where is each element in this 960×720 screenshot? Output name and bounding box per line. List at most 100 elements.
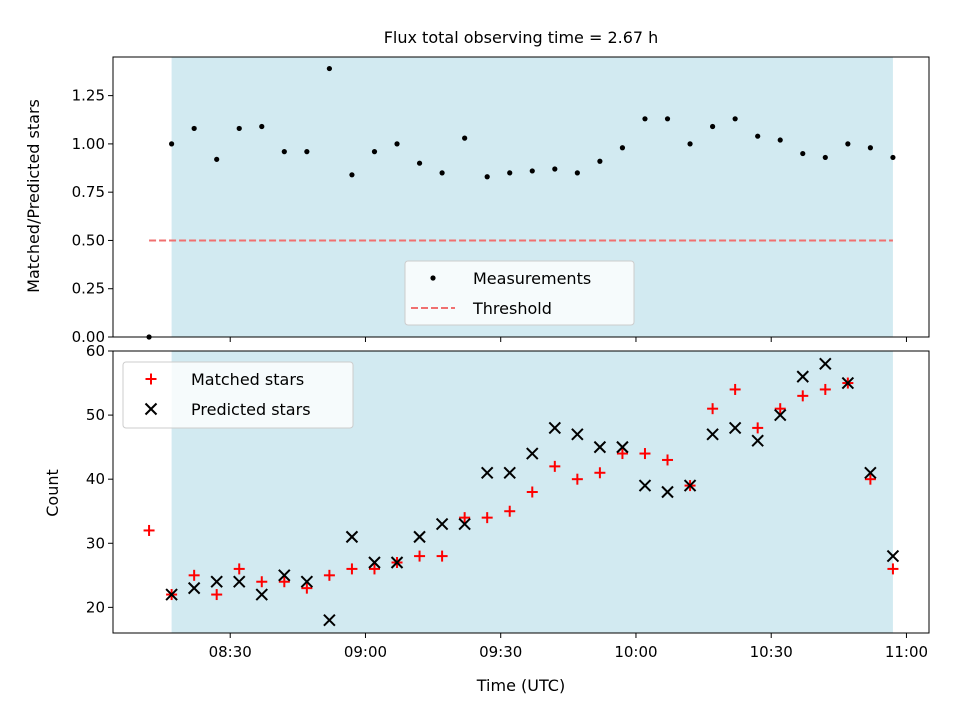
data-point	[368, 556, 381, 569]
data-point	[887, 563, 899, 575]
top-plot-marks	[146, 65, 896, 340]
top-legend: Measurements Threshold	[404, 260, 635, 326]
data-point	[796, 370, 809, 383]
data-point	[233, 575, 246, 588]
data-point	[710, 123, 716, 130]
data-point	[326, 65, 332, 72]
legend-marker	[430, 275, 436, 281]
legend-label: Measurements	[473, 269, 591, 288]
data-point	[774, 403, 786, 415]
data-point	[390, 556, 404, 569]
data-point	[462, 135, 468, 141]
legend-label: Predicted stars	[191, 400, 311, 419]
x-tick-label: 11:00	[885, 643, 928, 661]
data-point	[867, 145, 873, 151]
data-point	[143, 524, 155, 536]
data-point	[639, 448, 651, 460]
data-point	[800, 150, 806, 157]
data-point	[529, 168, 535, 174]
data-point	[777, 137, 783, 143]
chart-title: Flux total observing time = 2.67 h	[384, 28, 659, 47]
data-point	[414, 550, 426, 562]
data-point	[439, 170, 445, 176]
data-point	[368, 563, 380, 575]
data-point	[346, 563, 358, 575]
data-point	[435, 517, 449, 531]
data-point	[165, 588, 178, 601]
data-point	[458, 517, 471, 531]
data-point	[661, 485, 674, 499]
data-point	[664, 116, 671, 122]
data-point	[774, 408, 787, 422]
data-point	[594, 467, 606, 479]
data-point	[394, 141, 400, 147]
data-point	[255, 588, 268, 601]
data-point	[752, 422, 764, 434]
bottom-legend: Matched stars Predicted stars	[122, 361, 354, 429]
data-point	[845, 141, 851, 147]
data-point	[707, 403, 719, 415]
x-tick-label: 10:30	[750, 643, 793, 661]
x-axis-label: Time (UTC)	[476, 676, 565, 695]
bottom-y-axis: 20 30 40 50 60	[86, 342, 113, 616]
legend-label: Matched stars	[191, 370, 304, 389]
data-point	[210, 575, 223, 588]
data-point	[481, 512, 493, 524]
data-point	[597, 158, 603, 164]
data-point	[504, 505, 516, 517]
top-y-axis: 0.00 0.25 0.50 0.75 1.00 1.25	[72, 87, 113, 346]
y-tick-label: 0.75	[72, 183, 105, 201]
data-point	[797, 390, 809, 402]
top-panel: 0.00 0.25 0.50 0.75 1.00 1.25 Matched/Predict…	[24, 56, 930, 346]
data-point	[214, 156, 220, 162]
data-point	[552, 166, 558, 172]
x-tick-label: 09:30	[479, 643, 522, 661]
y-tick-label: 1.25	[72, 87, 105, 105]
data-point	[484, 174, 490, 180]
data-point	[574, 170, 580, 176]
data-point	[345, 530, 359, 544]
data-point	[187, 581, 201, 595]
top-y-axis-label: Matched/Predicted stars	[24, 99, 43, 293]
bottom-x-axis: 08:30 09:00 09:30 10:00 10:30 11:00	[209, 633, 928, 661]
y-tick-label: 0.00	[72, 328, 105, 346]
data-point	[480, 466, 494, 479]
x-tick-label: 08:30	[209, 643, 252, 661]
data-point	[349, 172, 355, 178]
bottom-y-axis-label: Count	[43, 469, 62, 517]
bottom-plot-marks	[143, 357, 900, 627]
data-point	[683, 479, 697, 492]
data-point	[687, 141, 693, 147]
y-tick-label: 30	[86, 534, 105, 552]
data-point	[706, 428, 719, 441]
data-point	[616, 448, 628, 460]
top-x-axis	[229, 337, 907, 342]
data-point	[188, 569, 200, 581]
data-point	[304, 149, 310, 155]
data-point	[300, 575, 314, 588]
data-point	[416, 160, 423, 166]
data-point	[819, 383, 831, 395]
data-point	[236, 125, 242, 132]
data-point	[281, 149, 287, 155]
data-point	[256, 576, 268, 588]
data-point	[233, 563, 245, 575]
data-point	[436, 550, 448, 562]
data-point	[526, 486, 538, 498]
data-point	[413, 530, 426, 544]
bottom-plot-frame	[112, 350, 930, 634]
data-point	[616, 440, 629, 454]
data-point	[662, 454, 674, 466]
data-point	[323, 613, 336, 627]
data-point	[729, 383, 741, 395]
data-point	[548, 421, 562, 435]
data-point	[642, 116, 648, 122]
data-point	[278, 576, 290, 588]
data-point	[301, 582, 313, 594]
data-point	[751, 434, 764, 447]
data-point	[864, 473, 876, 485]
legend-label: Threshold	[472, 299, 552, 318]
data-point	[211, 589, 223, 601]
x-tick-label: 10:00	[614, 643, 657, 661]
